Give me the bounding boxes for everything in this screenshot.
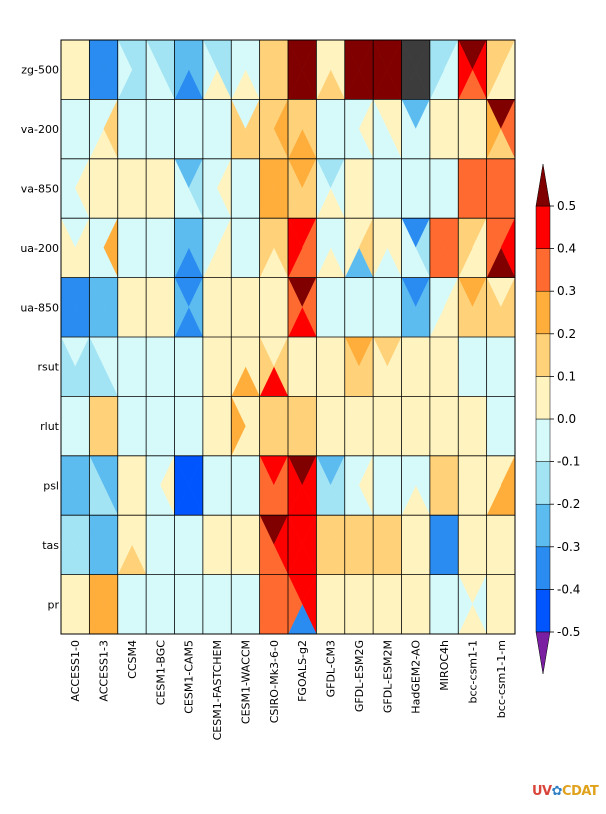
row-label: zg-500 (21, 64, 59, 77)
colorbar-under-arrow (535, 631, 551, 675)
colorbar-over-arrow (535, 163, 551, 207)
column-label: GFDL-ESM2G (353, 640, 366, 712)
colorbar-tick-label: -0.4 (557, 582, 580, 596)
colorbar-tick-label: 0.5 (557, 199, 576, 213)
column-label: GFDL-ESM2M (381, 640, 394, 713)
colorbar (535, 163, 551, 675)
column-label: CESM1-WACCM (239, 640, 252, 724)
row-label: rlut (40, 420, 60, 433)
logo-text-cdat: CDAT (562, 784, 599, 799)
column-label: ACCESS1-3 (98, 640, 111, 702)
colorbar-bin (535, 333, 551, 377)
colorbar-bin (535, 461, 551, 505)
column-label: FGOALS-g2 (296, 640, 309, 702)
colorbar-bin (535, 589, 551, 633)
row-label: va-200 (21, 123, 59, 136)
row-label: va-850 (21, 183, 59, 196)
colorbar-bin (535, 546, 551, 590)
row-label: tas (42, 539, 59, 552)
column-label: CESM1-CAM5 (183, 640, 196, 714)
colorbar-tick-label: -0.3 (557, 540, 580, 554)
column-label: bcc-csm1-1-m (495, 640, 508, 718)
row-label: pr (47, 598, 59, 611)
colorbar-tick-label: 0.4 (557, 242, 576, 256)
colorbar-bin (535, 290, 551, 335)
plot-frame (60, 39, 516, 635)
column-label: bcc-csm1-1 (466, 640, 479, 704)
colorbar-tick-label: 0.1 (557, 369, 576, 383)
colorbar-bin (535, 205, 551, 249)
colorbar-tick-label: 0.0 (557, 412, 576, 426)
colorbar-bin (535, 248, 551, 292)
colorbar-tick-label: -0.2 (557, 497, 580, 511)
column-label: HadGEM2-AO (410, 640, 423, 714)
row-label: rsut (37, 361, 59, 374)
row-labels: zg-500 va-200 va-850 ua-200 ua-850 rsut rlut ps… (20, 64, 59, 612)
column-label: CESM1-BGC (154, 640, 167, 706)
column-label: ACCESS1-0 (69, 640, 82, 702)
colorbar-bin (535, 503, 551, 548)
colorbar-bin (535, 418, 551, 462)
grid-lines (61, 40, 515, 634)
column-label: CSIRO-Mk3-6-0 (268, 640, 281, 723)
colorbar-tick-labels: 0.5 0.4 0.3 0.2 0.1 0.0 -0.1 -0.2 -0.3 -0.4 -0.5 (550, 199, 580, 639)
colorbar-tick-label: 0.3 (557, 284, 576, 298)
column-labels: ACCESS1-0 ACCESS1-3 CCSM4 CESM1-BGC CESM1-CA… (69, 640, 508, 741)
heatmap-cells (60, 39, 516, 635)
logo-text-uv: UV (532, 784, 552, 799)
uvcdat-logo: UV✿CDAT (532, 784, 599, 799)
row-label: psl (43, 480, 59, 493)
column-label: CESM1-FASTCHEM (211, 640, 224, 740)
row-label: ua-850 (20, 301, 59, 314)
row-label: ua-200 (20, 242, 59, 255)
column-label: CCSM4 (126, 640, 139, 679)
colorbar-tick-label: -0.1 (557, 455, 580, 469)
colorbar-tick-label: 0.2 (557, 327, 576, 341)
column-label: GFDL-CM3 (325, 640, 338, 697)
colorbar-bin (535, 376, 551, 420)
logo-globe-icon: ✿ (551, 784, 563, 799)
column-label: MIROC4h (438, 640, 451, 691)
colorbar-tick-label: -0.5 (557, 625, 580, 639)
